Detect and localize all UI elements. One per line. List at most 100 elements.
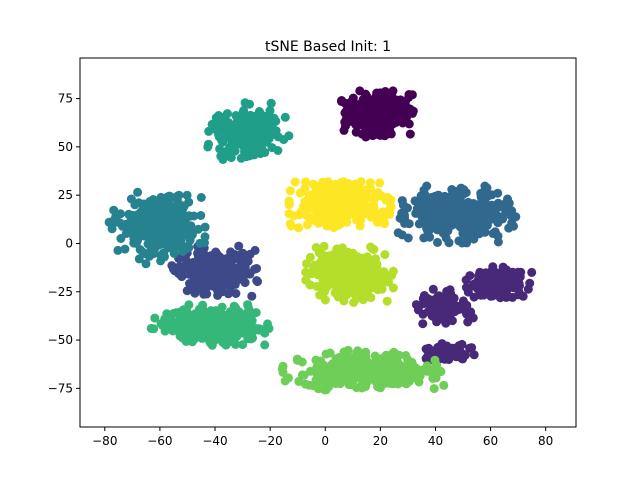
data-point	[439, 220, 449, 230]
data-point	[325, 193, 335, 203]
x-tick-label: 80	[538, 434, 553, 448]
data-point	[320, 209, 330, 219]
data-point	[357, 262, 367, 271]
data-point	[213, 290, 223, 300]
data-point	[286, 221, 296, 231]
data-point	[439, 208, 449, 217]
data-point	[155, 204, 165, 214]
data-point	[246, 315, 256, 325]
data-point	[470, 281, 480, 291]
data-point	[373, 188, 383, 198]
data-point	[284, 373, 293, 383]
data-point	[278, 361, 288, 371]
data-point	[486, 206, 495, 216]
data-point	[356, 188, 366, 198]
chart-title: tSNE Based Init: 1	[265, 39, 391, 55]
data-point	[351, 215, 361, 225]
data-point	[414, 377, 424, 387]
data-point	[222, 272, 232, 282]
data-point	[518, 291, 528, 301]
data-point	[471, 208, 480, 218]
data-point	[411, 300, 421, 310]
data-point	[181, 254, 191, 264]
data-point	[495, 291, 505, 301]
y-tick-label: 75	[58, 92, 73, 106]
data-point	[493, 237, 503, 247]
data-point	[435, 292, 445, 302]
x-tick-label: 40	[428, 434, 443, 448]
data-point	[476, 198, 486, 208]
data-point	[349, 298, 359, 307]
data-point	[243, 334, 253, 344]
data-point	[421, 344, 431, 354]
data-point	[254, 324, 264, 334]
cluster-11	[284, 177, 396, 233]
x-tick-label: −20	[257, 434, 282, 448]
data-point	[493, 188, 503, 198]
data-point	[280, 112, 290, 122]
data-point	[290, 177, 300, 187]
data-point	[200, 281, 210, 291]
data-point	[198, 316, 208, 326]
data-point	[515, 281, 524, 291]
data-point	[397, 196, 407, 206]
data-point	[428, 284, 438, 294]
data-point	[432, 360, 442, 370]
data-point	[214, 111, 224, 120]
data-point	[321, 279, 331, 288]
data-point	[260, 340, 270, 350]
data-point	[342, 208, 352, 218]
data-point	[385, 209, 395, 219]
data-point	[315, 267, 325, 277]
data-point	[331, 206, 341, 216]
data-point	[484, 275, 493, 285]
data-point	[314, 248, 324, 258]
data-point	[372, 353, 382, 363]
data-point	[404, 90, 414, 99]
data-point	[494, 202, 504, 212]
data-point	[422, 181, 432, 191]
data-point	[273, 132, 283, 142]
data-point	[382, 90, 392, 100]
y-tick-label: 25	[58, 188, 73, 202]
data-point	[429, 312, 439, 321]
data-point	[236, 116, 246, 126]
data-point	[178, 247, 188, 257]
data-point	[340, 254, 350, 264]
data-point	[463, 317, 473, 327]
data-point	[312, 281, 322, 291]
y-tick-label: 50	[58, 140, 73, 154]
data-point	[429, 304, 439, 314]
data-point	[200, 222, 210, 232]
data-point	[362, 378, 372, 387]
data-point	[257, 123, 267, 133]
data-point	[204, 126, 214, 136]
data-point	[345, 363, 355, 373]
data-point	[383, 192, 393, 202]
data-point	[336, 363, 346, 373]
data-point	[297, 357, 307, 367]
data-point	[504, 223, 514, 233]
data-point	[204, 336, 214, 346]
data-point	[182, 190, 192, 200]
data-point	[200, 267, 210, 277]
data-point	[342, 197, 352, 207]
data-point	[179, 201, 189, 211]
data-point	[457, 217, 467, 227]
cluster-6	[104, 187, 210, 269]
data-point	[351, 274, 361, 283]
data-point	[366, 271, 376, 281]
data-point	[212, 249, 222, 259]
data-point	[150, 313, 160, 323]
data-point	[185, 318, 195, 328]
data-point	[358, 295, 368, 305]
data-point	[444, 238, 454, 248]
data-point	[453, 350, 463, 360]
data-point	[388, 367, 398, 377]
data-point	[343, 247, 353, 257]
data-point	[319, 241, 329, 251]
data-point	[221, 148, 231, 158]
data-point	[178, 333, 188, 343]
data-point	[238, 340, 248, 350]
